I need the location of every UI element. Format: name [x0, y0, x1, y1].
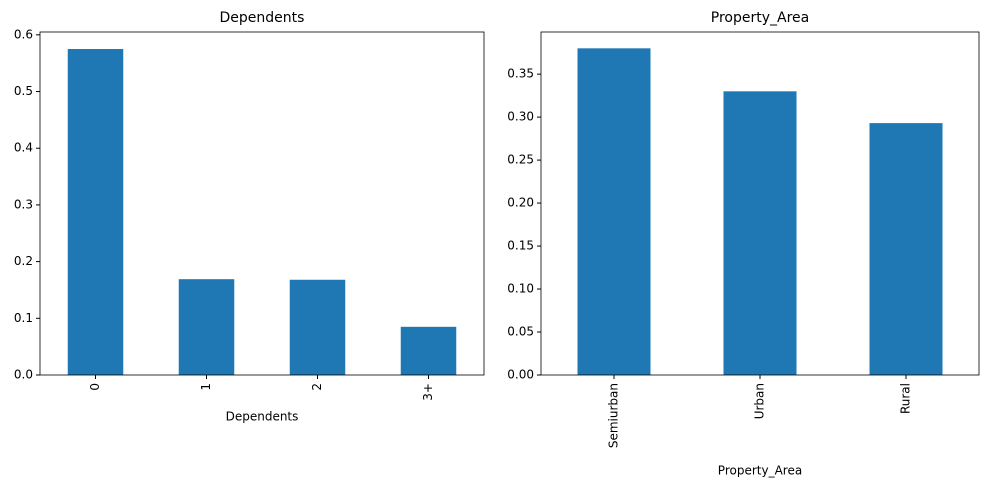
x-tick-label: Urban	[753, 383, 767, 419]
x-tick-label: 3+	[421, 383, 435, 401]
y-tick-label: 0.00	[507, 368, 534, 382]
y-tick-label: 0.15	[507, 239, 534, 253]
chart-title: Property_Area	[711, 10, 809, 26]
x-tick-label: Semiurban	[607, 383, 621, 448]
y-tick-label: 0.5	[14, 84, 33, 98]
bar	[289, 279, 346, 375]
y-tick-label: 0.05	[507, 325, 534, 339]
y-tick-label: 0.2	[14, 254, 33, 268]
x-axis-label: Dependents	[226, 410, 299, 424]
y-tick-label: 0.6	[14, 27, 33, 41]
axes-frame	[39, 31, 485, 376]
bar	[178, 279, 235, 375]
y-tick-label: 0.30	[507, 110, 534, 124]
bar	[577, 48, 651, 375]
y-tick-label: 0.10	[507, 282, 534, 296]
bar	[723, 91, 797, 375]
y-tick-label: 0.20	[507, 196, 534, 210]
bar	[400, 326, 457, 375]
x-tick-label: Rural	[899, 383, 913, 414]
y-tick-label: 0.0	[14, 368, 33, 382]
bar	[67, 49, 124, 375]
x-axis-label: Property_Area	[718, 464, 802, 478]
y-tick-label: 0.3	[14, 197, 33, 211]
y-tick-label: 0.1	[14, 311, 33, 325]
y-tick-label: 0.4	[14, 141, 33, 155]
chart-title: Dependents	[220, 10, 305, 26]
x-tick-label: 2	[310, 383, 324, 391]
x-tick-label: 1	[199, 383, 213, 391]
bar	[869, 123, 943, 376]
x-tick-label: 0	[88, 383, 102, 391]
y-tick-label: 0.25	[507, 153, 534, 167]
axes-frame	[540, 31, 980, 376]
y-tick-label: 0.35	[507, 67, 534, 81]
